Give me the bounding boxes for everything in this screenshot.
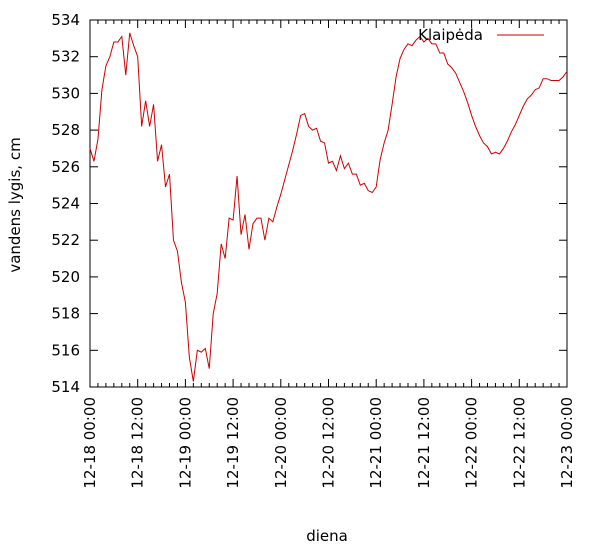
- y-tick-label: 520: [51, 268, 80, 286]
- x-tick-label: 12-22 12:00: [510, 397, 528, 489]
- x-tick-label: 12-21 12:00: [415, 397, 433, 489]
- x-tick-label: 12-18 00:00: [81, 397, 99, 489]
- y-axis-title: vandens lygis, cm: [6, 137, 24, 272]
- y-tick-label: 516: [51, 341, 80, 359]
- legend-label: Klaipėda: [418, 26, 483, 44]
- x-tick-label: 12-20 12:00: [320, 397, 338, 489]
- y-tick-label: 532: [51, 48, 80, 66]
- series-line: [89, 32, 568, 382]
- x-axis-title: diena: [306, 527, 348, 545]
- x-tick-label: 12-20 00:00: [272, 397, 290, 489]
- y-tick-label: 534: [51, 11, 80, 29]
- x-tick-label: 12-18 12:00: [129, 397, 147, 489]
- x-axis-ticks: 12-18 00:00 12-18 12:00 12-19 00:00 12-19 1…: [81, 20, 576, 489]
- plot-area-border: [89, 19, 568, 388]
- x-tick-label: 12-19 00:00: [176, 397, 194, 489]
- y-tick-label: 526: [51, 158, 80, 176]
- legend: Klaipėda: [418, 26, 544, 44]
- y-axis-ticks: 514 516 518 520 522 524 526 528 530 532 534: [51, 11, 567, 396]
- plot-frame: [89, 19, 568, 388]
- y-tick-label: 528: [51, 121, 80, 139]
- y-tick-label: 530: [51, 84, 80, 102]
- x-tick-label: 12-21 00:00: [367, 397, 385, 489]
- y-tick-label: 522: [51, 231, 80, 249]
- series-layer: [89, 32, 568, 382]
- x-tick-label: 12-19 12:00: [224, 397, 242, 489]
- y-tick-label: 518: [51, 305, 80, 323]
- y-tick-label: 514: [51, 378, 80, 396]
- x-tick-label: 12-23 00:00: [558, 397, 576, 489]
- y-tick-label: 524: [51, 195, 80, 213]
- x-tick-label: 12-22 00:00: [463, 397, 481, 489]
